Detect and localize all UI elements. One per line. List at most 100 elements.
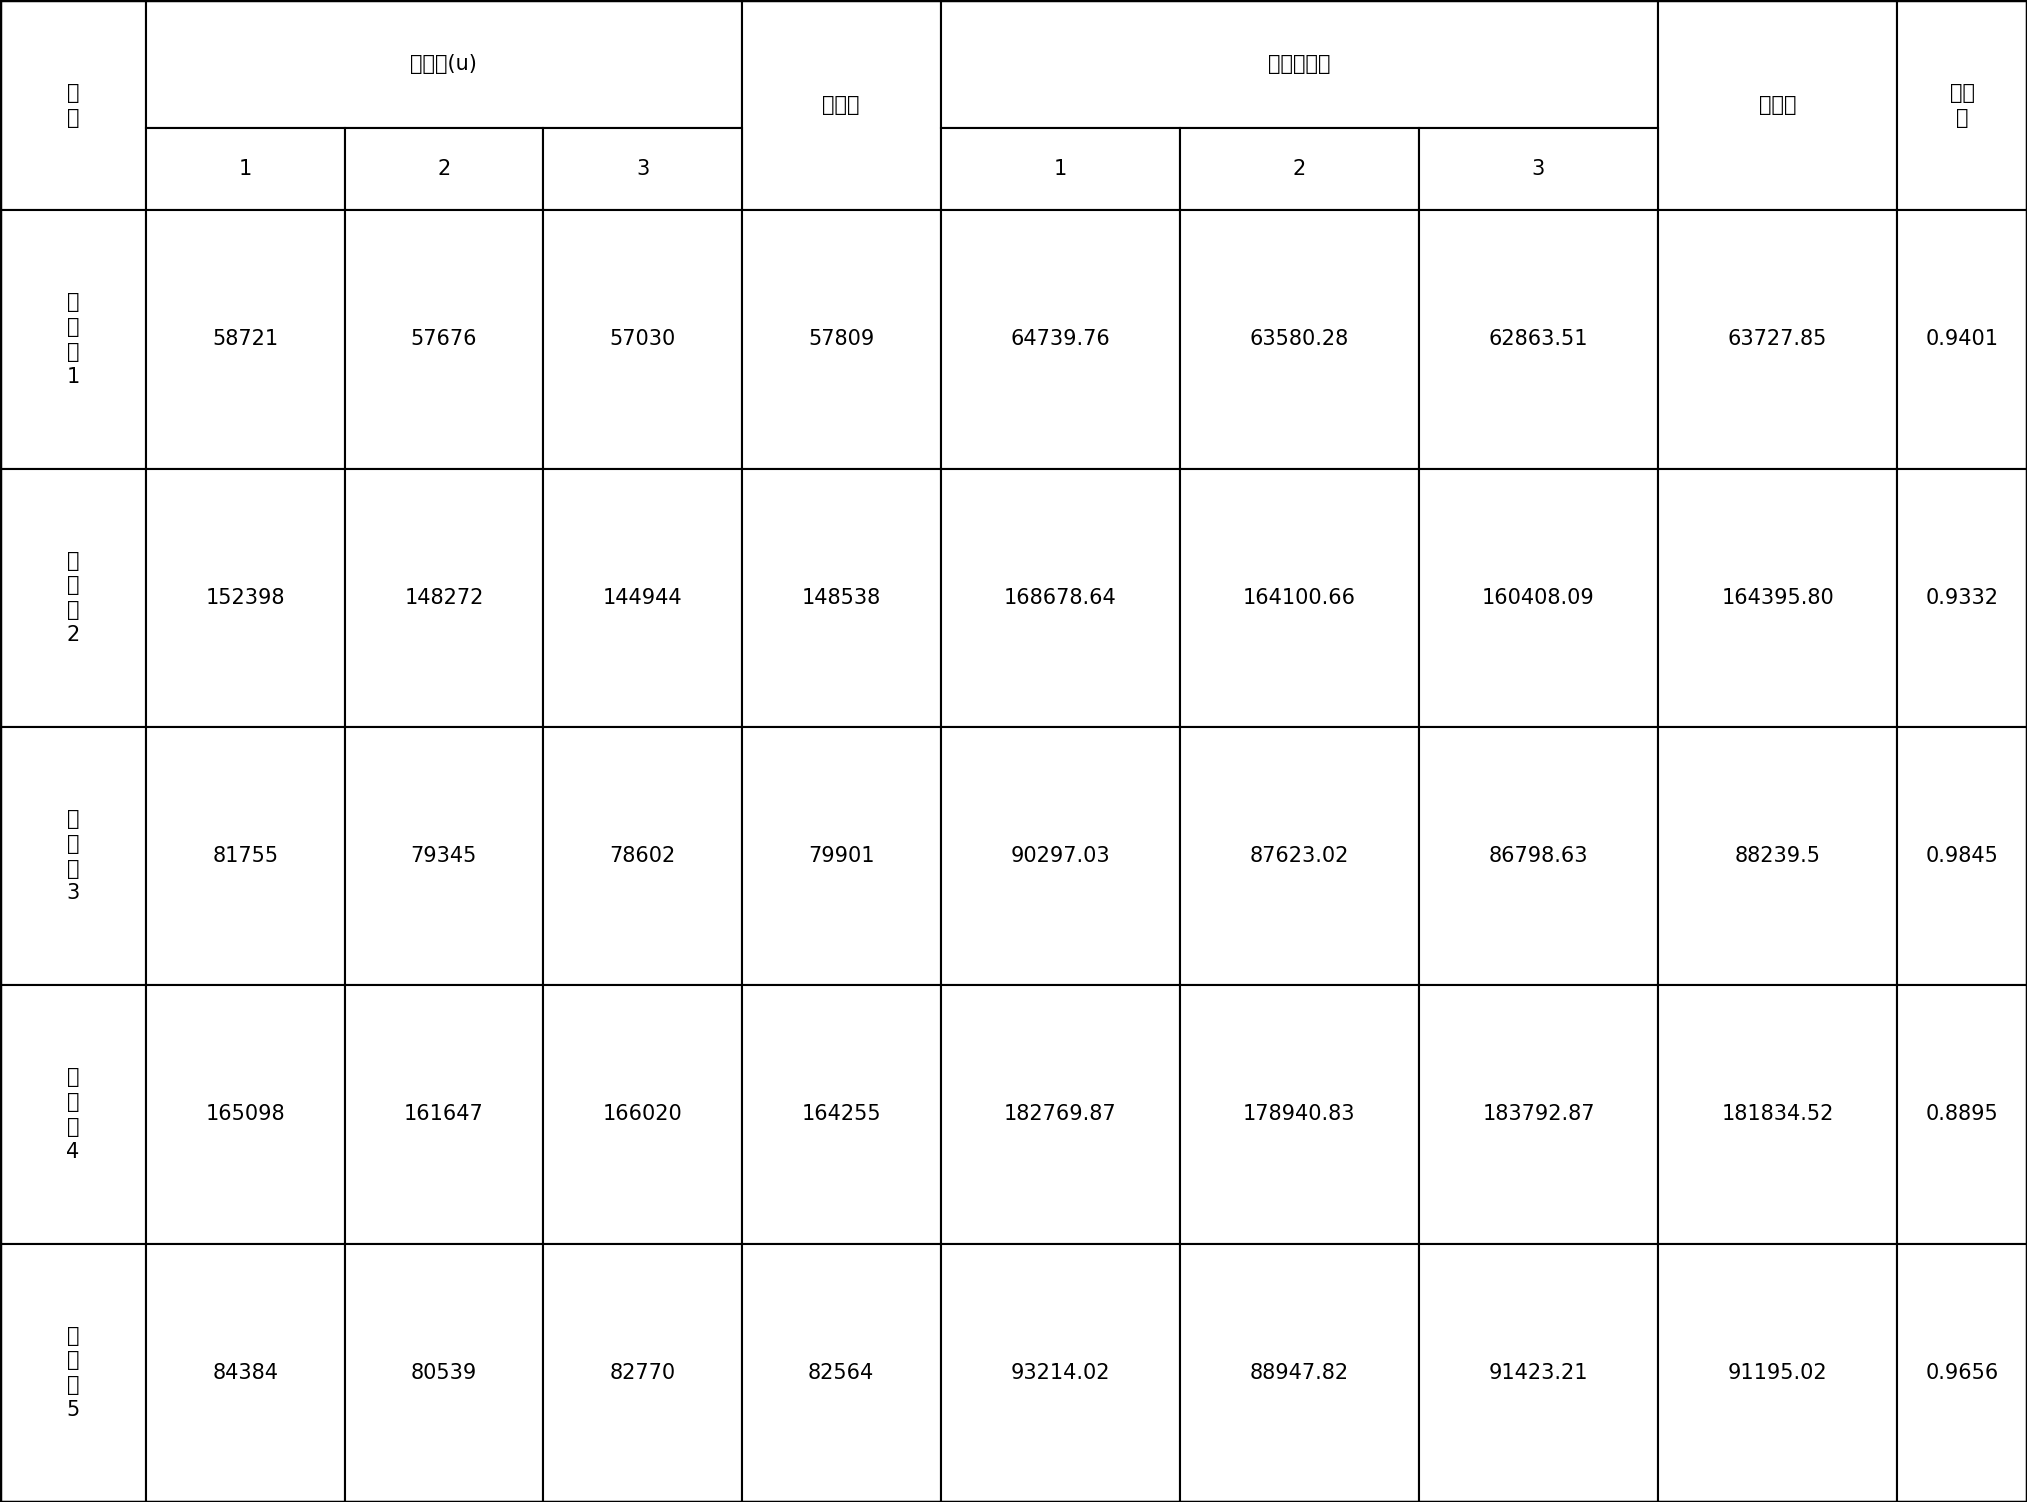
Text: 88239.5: 88239.5: [1735, 846, 1820, 867]
Bar: [0, 469, 146, 727]
Text: 82770: 82770: [610, 1362, 675, 1383]
Text: 2: 2: [438, 159, 450, 179]
Bar: [742, 1244, 941, 1502]
Bar: [1419, 1244, 1658, 1502]
Bar: [1658, 469, 1897, 727]
Bar: [1658, 210, 1897, 469]
Text: 148272: 148272: [403, 587, 484, 608]
Text: 57676: 57676: [411, 329, 476, 350]
Text: 164255: 164255: [801, 1104, 882, 1125]
Bar: [543, 727, 742, 985]
Bar: [1897, 1244, 2027, 1502]
Bar: [941, 469, 1180, 727]
Text: 79345: 79345: [411, 846, 476, 867]
Bar: [345, 727, 543, 985]
Bar: [742, 0, 941, 210]
Bar: [0, 985, 146, 1244]
Text: 148538: 148538: [801, 587, 882, 608]
Bar: [1419, 985, 1658, 1244]
Bar: [941, 1244, 1180, 1502]
Bar: [345, 210, 543, 469]
Text: 164100.66: 164100.66: [1243, 587, 1356, 608]
Bar: [1897, 727, 2027, 985]
Text: 91195.02: 91195.02: [1727, 1362, 1828, 1383]
Text: 164395.80: 164395.80: [1721, 587, 1834, 608]
Text: 测试值(u): 测试值(u): [411, 54, 476, 74]
Text: 0.9332: 0.9332: [1926, 587, 1999, 608]
Bar: [1180, 985, 1419, 1244]
Text: 152398: 152398: [205, 587, 286, 608]
Bar: [742, 210, 941, 469]
Bar: [1180, 1244, 1419, 1502]
Bar: [742, 469, 941, 727]
Text: 编
号: 编 号: [67, 83, 79, 128]
Text: 64739.76: 64739.76: [1009, 329, 1111, 350]
Text: 79901: 79901: [809, 846, 874, 867]
Text: 2: 2: [1293, 159, 1305, 179]
Text: 88947.82: 88947.82: [1251, 1362, 1348, 1383]
Text: 81755: 81755: [213, 846, 278, 867]
Text: 平均值: 平均值: [823, 95, 859, 116]
Bar: [543, 210, 742, 469]
Text: 衰减校正值: 衰减校正值: [1269, 54, 1330, 74]
Bar: [1180, 128, 1419, 210]
Bar: [543, 128, 742, 210]
Bar: [941, 985, 1180, 1244]
Text: 93214.02: 93214.02: [1009, 1362, 1111, 1383]
Text: 84384: 84384: [213, 1362, 278, 1383]
Text: 57809: 57809: [809, 329, 874, 350]
Text: 161647: 161647: [403, 1104, 484, 1125]
Bar: [1658, 0, 1897, 210]
Bar: [1180, 727, 1419, 985]
Text: 86798.63: 86798.63: [1488, 846, 1589, 867]
Text: 182769.87: 182769.87: [1003, 1104, 1117, 1125]
Text: 62863.51: 62863.51: [1488, 329, 1589, 350]
Text: 57030: 57030: [610, 329, 675, 350]
Bar: [1658, 985, 1897, 1244]
Text: 168678.64: 168678.64: [1003, 587, 1117, 608]
Bar: [1897, 210, 2027, 469]
Text: 91423.21: 91423.21: [1488, 1362, 1589, 1383]
Bar: [941, 727, 1180, 985]
Text: 3: 3: [636, 159, 649, 179]
Bar: [1897, 469, 2027, 727]
Bar: [1419, 128, 1658, 210]
Bar: [543, 1244, 742, 1502]
Text: 实
施
例
5: 实 施 例 5: [67, 1326, 79, 1419]
Text: 实
施
例
1: 实 施 例 1: [67, 293, 79, 386]
Bar: [1180, 469, 1419, 727]
Text: 58721: 58721: [213, 329, 278, 350]
Text: 183792.87: 183792.87: [1482, 1104, 1595, 1125]
Text: 82564: 82564: [809, 1362, 874, 1383]
Text: 平均值: 平均值: [1759, 95, 1796, 116]
Text: 0.8895: 0.8895: [1926, 1104, 1999, 1125]
Text: 80539: 80539: [411, 1362, 476, 1383]
Bar: [1897, 0, 2027, 210]
Bar: [1658, 1244, 1897, 1502]
Text: 87623.02: 87623.02: [1249, 846, 1350, 867]
Text: 78602: 78602: [610, 846, 675, 867]
Bar: [543, 985, 742, 1244]
Text: 63727.85: 63727.85: [1727, 329, 1828, 350]
Bar: [1897, 985, 2027, 1244]
Text: 178940.83: 178940.83: [1243, 1104, 1356, 1125]
Bar: [742, 727, 941, 985]
Text: 90297.03: 90297.03: [1009, 846, 1111, 867]
Bar: [146, 727, 345, 985]
Bar: [941, 210, 1180, 469]
Bar: [1419, 469, 1658, 727]
Bar: [345, 128, 543, 210]
Text: 0.9656: 0.9656: [1926, 1362, 1999, 1383]
Text: 63580.28: 63580.28: [1251, 329, 1348, 350]
Bar: [146, 985, 345, 1244]
Bar: [543, 469, 742, 727]
Bar: [146, 1244, 345, 1502]
Bar: [146, 0, 742, 128]
Text: 实
施
例
2: 实 施 例 2: [67, 551, 79, 644]
Bar: [0, 210, 146, 469]
Bar: [345, 469, 543, 727]
Bar: [0, 727, 146, 985]
Text: 1: 1: [1054, 159, 1066, 179]
Text: 166020: 166020: [602, 1104, 683, 1125]
Text: 实
施
例
4: 实 施 例 4: [67, 1068, 79, 1161]
